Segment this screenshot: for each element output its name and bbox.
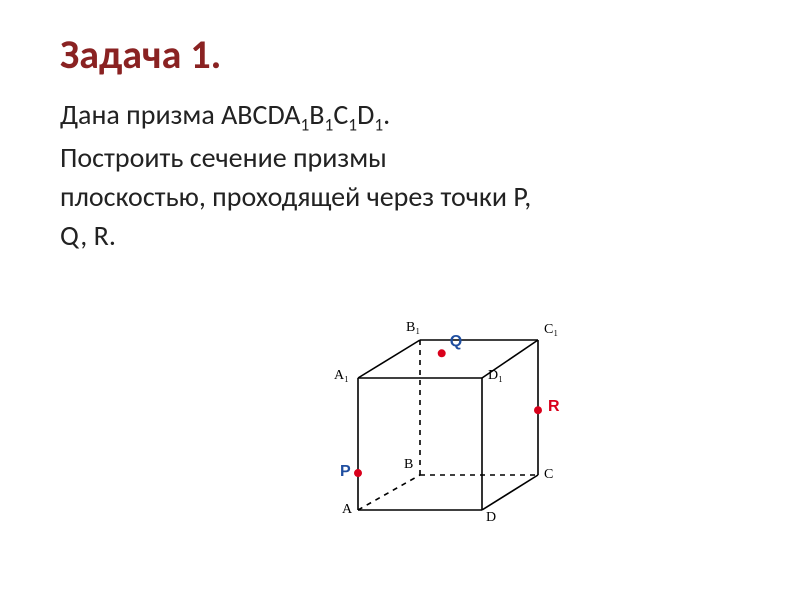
vertex-label-b1: B₁: [406, 320, 420, 336]
vertex-label-a: A: [342, 502, 352, 518]
vertex-label-c1: C₁: [544, 322, 558, 338]
point-q: [438, 349, 446, 357]
vertex-label-a1: A₁: [334, 368, 349, 384]
vertex-label-d: D: [486, 510, 496, 526]
point-p: [354, 469, 362, 477]
l1-b: B: [309, 97, 324, 132]
l1-d: D: [357, 97, 374, 132]
l1-s4: 1: [374, 114, 383, 136]
l1-s3: 1: [348, 114, 357, 136]
point-label-q: Q: [450, 333, 462, 351]
point-label-p: P: [340, 463, 351, 481]
vertex-label-c: C: [544, 467, 553, 483]
text-line-1: Дана призма ABCDA1B1C1D1.: [60, 97, 750, 136]
vertex-label-d1: D₁: [488, 368, 503, 384]
vertex-label-b: B: [404, 457, 413, 473]
slide-title: Задача 1.: [60, 30, 750, 79]
text-line-2: Построить сечение призмы: [60, 140, 750, 175]
l1-c: C: [333, 97, 348, 132]
l1-tail: .: [383, 97, 390, 132]
l1-pre: Дана призма ABCDA: [60, 97, 300, 132]
point-label-r: R: [548, 398, 560, 416]
problem-text: Дана призма ABCDA1B1C1D1. Построить сече…: [60, 97, 750, 253]
l1-s1: 1: [300, 114, 309, 136]
point-r: [534, 406, 542, 414]
text-line-4: Q, R.: [60, 218, 750, 253]
prism-figure: A B C D A₁ B₁ C₁ D₁ Q R P: [320, 300, 600, 550]
text-line-3: плоскостью, проходящей через точки P,: [60, 179, 750, 214]
